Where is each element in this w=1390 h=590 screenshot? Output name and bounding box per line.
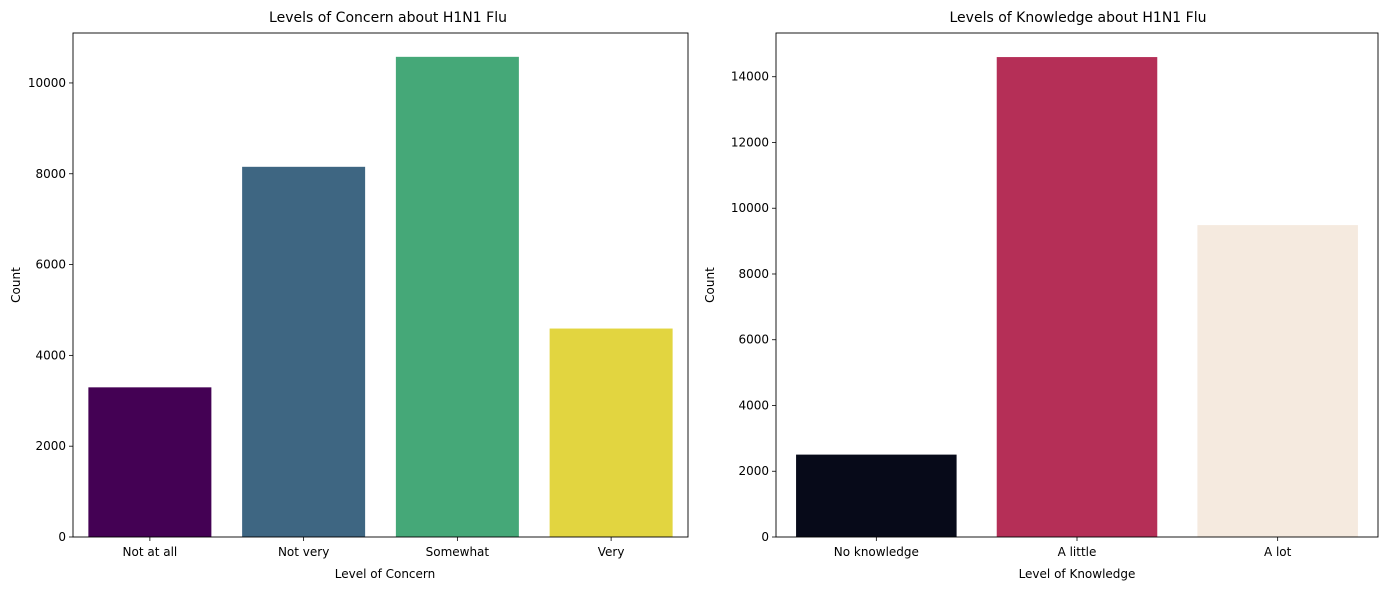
y-tick-label: 10000 xyxy=(731,201,769,215)
plot-frame xyxy=(775,32,1379,538)
y-tick-label: 10000 xyxy=(28,76,66,90)
bars xyxy=(796,57,1358,537)
bars xyxy=(88,56,673,538)
bar-a-little xyxy=(996,57,1158,537)
y-tick-label: 0 xyxy=(761,530,769,544)
y-tick-label: 8000 xyxy=(738,267,769,281)
x-ticks: Not at all Not very Somewhat Very xyxy=(123,537,625,559)
y-axis-label: Count xyxy=(9,267,23,303)
bar-no-knowledge xyxy=(796,454,957,537)
y-axis-label: Count xyxy=(703,267,717,303)
y-tick-label: 8000 xyxy=(35,167,66,181)
y-ticks: 0 2000 4000 6000 8000 10000 12000 14000 xyxy=(731,70,776,544)
chart-title: Levels of Knowledge about H1N1 Flu xyxy=(950,10,1207,26)
y-ticks: 0 2000 4000 6000 8000 10000 xyxy=(28,76,73,544)
x-axis-label: Level of Knowledge xyxy=(1019,567,1136,581)
x-tick-label: Not very xyxy=(278,545,329,559)
knowledge-chart: Levels of Knowledge about H1N1 Flu 0 2000… xyxy=(703,10,1379,581)
chart-title: Levels of Concern about H1N1 Flu xyxy=(269,10,507,26)
y-tick-label: 14000 xyxy=(731,70,769,84)
bar-a-lot xyxy=(1197,225,1358,537)
plot-frame xyxy=(72,32,689,538)
bar-not-very xyxy=(242,166,366,537)
y-tick-label: 4000 xyxy=(35,348,66,362)
x-tick-label: A lot xyxy=(1264,545,1292,559)
y-tick-label: 6000 xyxy=(738,333,769,347)
bar-somewhat xyxy=(395,56,519,538)
y-tick-label: 2000 xyxy=(738,464,769,478)
y-tick-label: 2000 xyxy=(35,439,66,453)
x-tick-label: Very xyxy=(598,545,625,559)
y-tick-label: 12000 xyxy=(731,135,769,149)
concern-chart: Levels of Concern about H1N1 Flu 0 2000 40… xyxy=(9,10,689,581)
bar-not-at-all xyxy=(88,387,212,537)
x-tick-label: No knowledge xyxy=(834,545,919,559)
bar-very xyxy=(549,328,673,537)
x-ticks: No knowledge A little A lot xyxy=(834,537,1292,559)
x-axis-label: Level of Concern xyxy=(335,567,436,581)
x-tick-label: A little xyxy=(1058,545,1097,559)
y-tick-label: 0 xyxy=(58,530,66,544)
y-tick-label: 4000 xyxy=(738,398,769,412)
y-tick-label: 6000 xyxy=(35,258,66,272)
x-tick-label: Somewhat xyxy=(426,545,490,559)
x-tick-label: Not at all xyxy=(123,545,178,559)
